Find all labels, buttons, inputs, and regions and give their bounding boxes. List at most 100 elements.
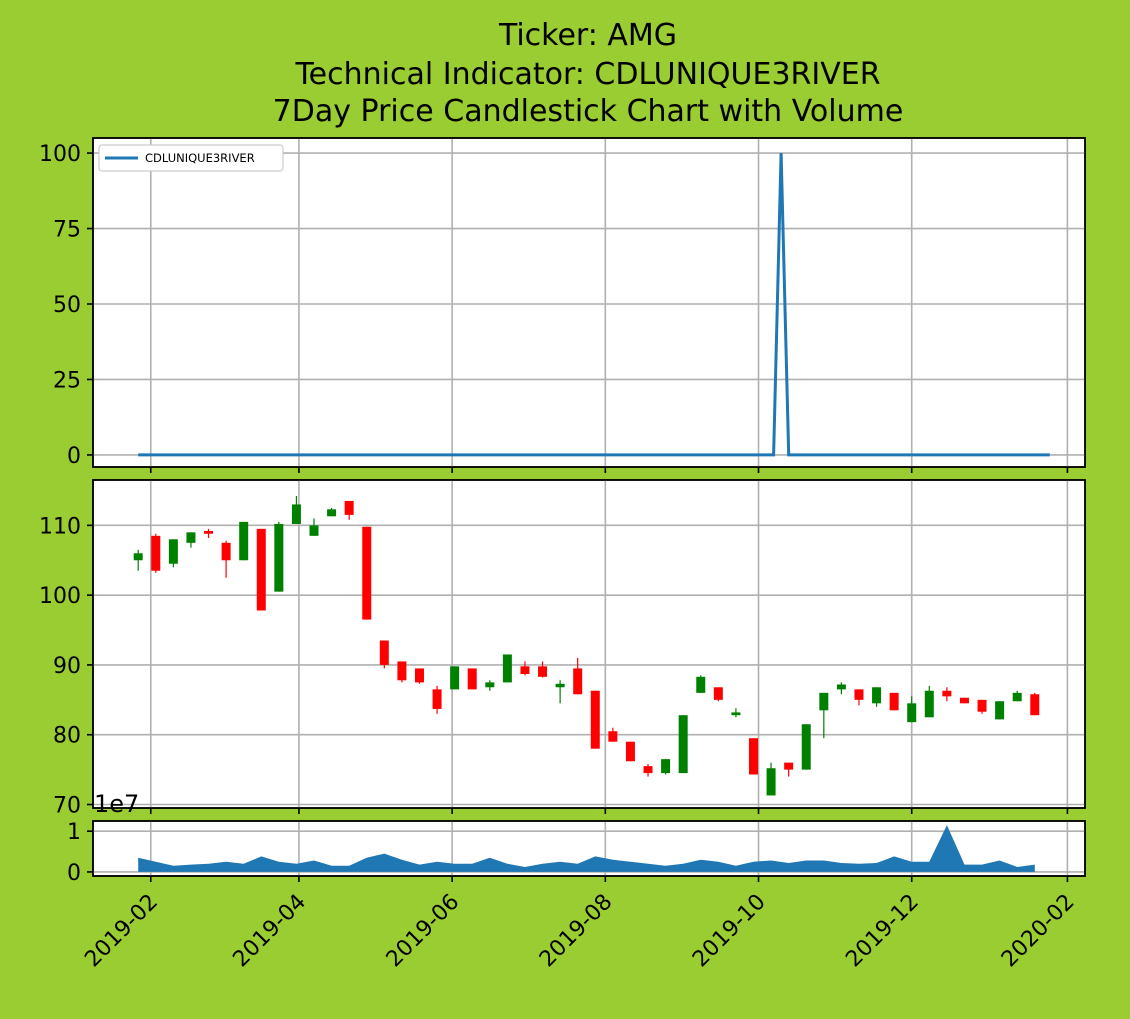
candle (643, 764, 653, 777)
volume-panel: 0 1 2019-02 2019-04 2019-06 2019-08 2019-10 20… (67, 790, 1086, 973)
candle (344, 500, 354, 520)
candle (995, 701, 1005, 720)
candle (608, 727, 618, 742)
y-tick-label: 1 (67, 820, 81, 845)
title-line-2: Technical Indicator: CDLUNIQUE3RIVER (294, 57, 880, 92)
y-tick-label: 80 (53, 724, 81, 749)
candle-body (1012, 692, 1022, 702)
candle-body (907, 703, 917, 723)
candle (713, 687, 723, 702)
price-panel: 70 80 90 100 110 (39, 479, 1086, 819)
candle-body (414, 668, 424, 683)
candle-body (590, 690, 600, 749)
candle (397, 661, 407, 683)
candle (379, 640, 389, 669)
candle-body (256, 528, 266, 611)
candle-body (872, 687, 882, 704)
x-tick-label: 2019-04 (229, 890, 312, 973)
candle-body (819, 692, 829, 711)
volume-offset-label: 1e7 (94, 790, 139, 818)
candle-body (731, 712, 741, 716)
candle (239, 521, 249, 561)
candle-body (274, 523, 284, 592)
candle-body (977, 699, 987, 712)
candle (942, 687, 952, 702)
candle (485, 680, 495, 691)
candle (661, 759, 671, 775)
candle-body (204, 530, 214, 534)
candle-body (1030, 694, 1040, 716)
candle-body (309, 525, 319, 536)
candle (291, 496, 301, 524)
indicator-frame (92, 137, 1086, 468)
candle (221, 540, 231, 578)
candle (959, 697, 969, 704)
candle (1012, 690, 1022, 702)
candle (432, 685, 442, 714)
candle (872, 687, 882, 707)
candle-body (696, 676, 706, 693)
x-tick-label: 2020-02 (997, 890, 1080, 973)
candle-body (221, 542, 231, 561)
legend-entry: CDLUNIQUE3RIVER (145, 151, 255, 165)
candle (502, 654, 512, 683)
candle (204, 528, 214, 538)
candle-body (942, 690, 952, 697)
candle (836, 682, 846, 695)
candle-body (959, 697, 969, 704)
candle-body (625, 741, 635, 762)
candle (414, 668, 424, 684)
title-line-3: 7Day Price Candlestick Chart with Volume (273, 94, 904, 129)
candle-body (643, 766, 653, 774)
candle-body (836, 684, 846, 690)
candle (309, 518, 319, 536)
candle-body (924, 690, 934, 718)
candle-body (133, 553, 143, 561)
candle (538, 661, 548, 678)
x-tick-label: 2019-12 (841, 890, 924, 973)
candle-body (748, 738, 758, 775)
y-tick-label: 75 (53, 218, 81, 243)
candle-body (713, 687, 723, 700)
candle (625, 741, 635, 762)
candle-body (538, 666, 548, 677)
y-tick-label: 0 (67, 444, 81, 469)
candle (696, 675, 706, 693)
candle (256, 528, 266, 611)
candle (748, 738, 758, 775)
legend-box (98, 144, 284, 172)
candle-body (485, 682, 495, 688)
x-tick-label: 2019-08 (535, 890, 618, 973)
candle (555, 680, 565, 704)
price-frame (92, 479, 1086, 809)
candle-body (520, 666, 530, 675)
candle (854, 689, 864, 706)
candle (784, 762, 794, 777)
candle-body (397, 661, 407, 681)
candle (151, 533, 161, 573)
candle-body (661, 759, 671, 774)
y-tick-label: 100 (39, 584, 81, 609)
candle-body (801, 724, 811, 770)
x-tick-label: 2019-02 (80, 890, 163, 973)
candle (450, 666, 460, 690)
candle-body (995, 701, 1005, 720)
candle-body (186, 532, 196, 543)
indicator-panel: 0 25 50 75 100 CDLUNIQUE3RIVER (39, 137, 1086, 473)
y-tick-label: 100 (39, 142, 81, 167)
candle (766, 762, 776, 796)
y-tick-label: 90 (53, 654, 81, 679)
candle (467, 668, 477, 690)
candle (889, 692, 899, 711)
candle-body (854, 689, 864, 700)
candle-body (450, 666, 460, 690)
y-tick-label: 50 (53, 293, 81, 318)
candle-body (379, 640, 389, 665)
candle-body (151, 535, 161, 571)
indicator-series-line (138, 153, 1050, 457)
candle (327, 507, 337, 517)
y-tick-label: 0 (67, 861, 81, 886)
candle (924, 685, 934, 718)
candle (168, 539, 178, 568)
